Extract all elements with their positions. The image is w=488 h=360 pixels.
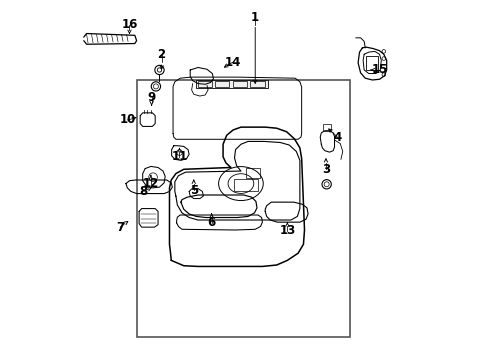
Bar bbox=[365, 56, 378, 70]
Text: 10: 10 bbox=[119, 113, 135, 126]
Text: 1: 1 bbox=[251, 11, 259, 24]
Bar bbox=[197, 81, 212, 87]
Bar bbox=[196, 80, 268, 88]
Text: 8: 8 bbox=[140, 185, 147, 198]
Bar bbox=[250, 81, 264, 87]
Bar bbox=[323, 124, 330, 131]
Text: 5: 5 bbox=[189, 184, 198, 197]
Bar bbox=[234, 179, 257, 191]
Bar bbox=[215, 81, 229, 87]
Text: 11: 11 bbox=[171, 150, 187, 163]
Text: 4: 4 bbox=[332, 131, 341, 144]
Bar bbox=[246, 168, 259, 178]
Bar bbox=[232, 81, 246, 87]
Text: 14: 14 bbox=[224, 55, 241, 69]
Text: 9: 9 bbox=[147, 91, 156, 104]
Text: 7: 7 bbox=[116, 221, 124, 234]
Text: 2: 2 bbox=[157, 49, 165, 62]
Text: 12: 12 bbox=[142, 177, 159, 190]
Bar bbox=[137, 80, 349, 337]
Text: 3: 3 bbox=[321, 163, 329, 176]
Text: 6: 6 bbox=[207, 216, 215, 229]
Text: 15: 15 bbox=[370, 63, 387, 76]
Text: 13: 13 bbox=[279, 224, 295, 237]
Text: 16: 16 bbox=[121, 18, 138, 31]
